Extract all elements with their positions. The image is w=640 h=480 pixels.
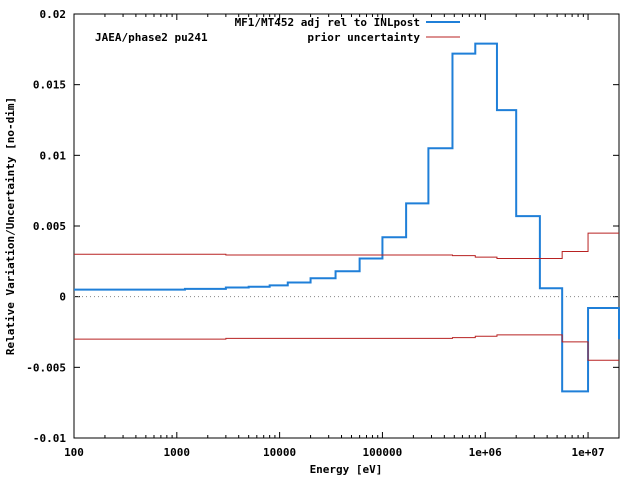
- y-tick-label: 0.02: [40, 8, 67, 21]
- series-prior-upper: [74, 232, 619, 260]
- x-tick-label: 100000: [363, 446, 403, 459]
- legend: MF1/MT452 adj rel to INLpost prior uncer…: [235, 16, 460, 44]
- plot-frame: [73, 13, 620, 439]
- y-tick-label: 0: [59, 291, 66, 304]
- y-tick-label: 0.01: [40, 149, 67, 162]
- tick-labels: -0.01 -0.005 0 0.005 0.01 0.015 0.02 100 1000 100…: [26, 8, 604, 459]
- x-tick-label: 100: [64, 446, 84, 459]
- x-tick-label: 1e+07: [571, 446, 604, 459]
- legend-label-adj: MF1/MT452 adj rel to INLpost: [235, 16, 420, 29]
- y-tick-label: -0.005: [26, 361, 66, 374]
- x-tick-label: 10000: [263, 446, 296, 459]
- x-axis-title: Energy [eV]: [310, 463, 383, 476]
- x-tick-label: 1e+06: [469, 446, 502, 459]
- series-layer: [74, 42, 620, 393]
- y-axis-title: Relative Variation/Uncertainty [no-dim]: [4, 97, 17, 355]
- y-tick-label: -0.01: [33, 432, 66, 445]
- chart-annotation: JAEA/phase2 pu241: [95, 31, 208, 44]
- y-tick-label: 0.015: [33, 79, 66, 92]
- x-tick-label: 1000: [164, 446, 191, 459]
- series-adjustment: [74, 42, 620, 393]
- legend-label-prior: prior uncertainty: [307, 31, 420, 44]
- tick-marks: [73, 13, 620, 439]
- y-tick-label: 0.005: [33, 220, 66, 233]
- series-prior-lower: [74, 334, 619, 361]
